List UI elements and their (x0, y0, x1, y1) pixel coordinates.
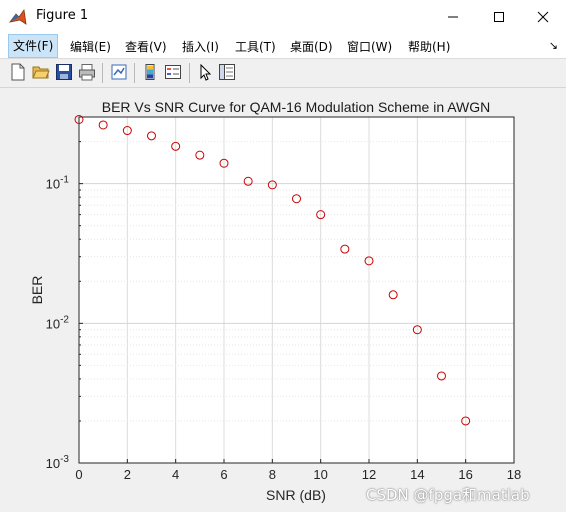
data-point-marker (195, 150, 205, 160)
toolbar-separator (102, 63, 103, 83)
menu-view[interactable]: 查看(V) (125, 40, 167, 54)
y-tick-label: 10-1 (46, 175, 70, 192)
data-point-marker (171, 141, 181, 151)
data-point-marker (388, 290, 398, 300)
y-tick-exponent: -2 (60, 314, 69, 325)
colorbar-icon[interactable] (141, 63, 159, 81)
y-tick-exponent: -3 (60, 454, 69, 465)
y-tick-base: 10 (46, 456, 60, 471)
data-point-marker (219, 158, 229, 168)
watermark: CSDN @fpga和matlab (366, 486, 530, 504)
data-point-marker (267, 180, 277, 190)
y-tick-label: 10-2 (46, 314, 70, 331)
data-point-marker (98, 120, 108, 130)
minimize-button[interactable] (430, 0, 476, 34)
maximize-icon (494, 12, 504, 22)
menu-edit[interactable]: 编辑(E) (70, 40, 111, 54)
minimize-icon (448, 16, 458, 18)
marker-layer (74, 114, 471, 426)
data-point-marker (316, 210, 326, 220)
data-point-marker (340, 244, 350, 254)
data-point-marker (243, 176, 253, 186)
data-point-marker (292, 194, 301, 204)
close-button[interactable] (520, 0, 566, 34)
plot-area (79, 117, 514, 463)
menu-tools[interactable]: 工具(T) (235, 40, 276, 54)
x-tick-label: 8 (269, 467, 276, 482)
maximize-button[interactable] (476, 0, 522, 34)
matlab-icon (9, 8, 27, 25)
x-tick-label: 6 (220, 467, 227, 482)
link-plot-icon[interactable] (110, 63, 128, 81)
y-tick-base: 10 (46, 177, 60, 192)
property-editor-icon[interactable] (218, 63, 236, 81)
toolbar-separator (134, 63, 135, 83)
x-tick-label: 4 (172, 467, 179, 482)
x-tick-label: 2 (124, 467, 131, 482)
menu-help[interactable]: 帮助(H) (408, 40, 451, 54)
menu-desktop[interactable]: 桌面(D) (290, 40, 333, 54)
y-axis-label: BER (29, 276, 45, 305)
new-figure-icon[interactable] (9, 63, 27, 81)
close-icon (537, 11, 549, 23)
y-tick-exponent: -1 (60, 175, 69, 186)
chart-title: BER Vs SNR Curve for QAM-16 Modulation S… (102, 99, 491, 115)
x-tick-label: 18 (507, 467, 521, 482)
data-point-marker (74, 114, 84, 124)
menu-file[interactable]: 文件(F) (8, 34, 59, 58)
x-tick-label: 0 (75, 467, 82, 482)
data-point-marker (122, 126, 132, 136)
toolbar-separator (189, 63, 190, 83)
x-tick-label: 16 (458, 467, 472, 482)
data-point-marker (147, 131, 156, 141)
open-file-icon[interactable] (32, 63, 50, 81)
x-tick-label: 12 (362, 467, 376, 482)
axes-box (78, 116, 515, 464)
menu-insert[interactable]: 插入(I) (182, 40, 219, 54)
data-point-marker (437, 371, 446, 381)
menu-window[interactable]: 窗口(W) (347, 40, 393, 54)
menu-bar: 文件(F) 编辑(E) 查看(V) 插入(I) 工具(T) 桌面(D) 窗口(W… (0, 34, 566, 59)
title-bar: Figure 1 (0, 0, 566, 34)
print-icon[interactable] (78, 63, 96, 81)
pointer-icon[interactable] (196, 63, 214, 81)
data-point-marker (412, 325, 422, 335)
data-point-marker (461, 416, 471, 426)
x-tick-label: 10 (313, 467, 327, 482)
window-title: Figure 1 (36, 8, 89, 23)
y-tick-label: 10-3 (46, 454, 70, 471)
legend-icon[interactable] (164, 63, 182, 81)
data-point-marker (364, 256, 374, 266)
save-icon[interactable] (55, 63, 73, 81)
toolbar (0, 59, 566, 88)
y-tick-base: 10 (46, 316, 60, 331)
x-tick-label: 14 (410, 467, 424, 482)
x-axis-label: SNR (dB) (266, 487, 326, 503)
menu-overflow-icon[interactable]: ↘ (548, 39, 558, 52)
